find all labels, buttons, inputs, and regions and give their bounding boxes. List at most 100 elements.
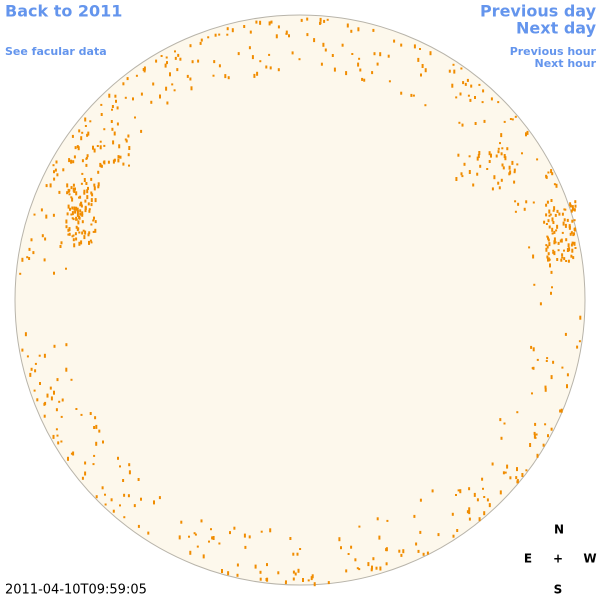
facula (70, 160, 73, 164)
facula (224, 74, 227, 79)
facula (56, 378, 59, 382)
facula (478, 83, 481, 86)
facula (55, 160, 58, 164)
facula (111, 127, 114, 131)
facula (197, 59, 200, 63)
facula (551, 172, 554, 176)
facula (174, 56, 177, 60)
facula (28, 257, 31, 260)
facula (458, 121, 461, 124)
facula (457, 489, 460, 492)
facula (543, 220, 546, 224)
facula (133, 504, 136, 508)
facula (79, 195, 82, 199)
facula (483, 511, 486, 516)
facula (292, 577, 295, 581)
facula (275, 34, 278, 39)
facula (346, 23, 349, 28)
facula (107, 160, 110, 164)
next-hour-link[interactable]: Next hour (535, 57, 597, 70)
facula (76, 212, 79, 217)
facula (565, 260, 568, 262)
facula (506, 464, 509, 469)
facula (61, 398, 64, 402)
facula (89, 120, 92, 123)
facula (277, 571, 280, 575)
facula (53, 170, 55, 174)
facula (70, 452, 73, 455)
facula (108, 93, 111, 98)
facula (548, 242, 551, 247)
facula (415, 542, 418, 546)
facula (128, 146, 131, 150)
facula (103, 160, 106, 165)
facula (101, 486, 104, 490)
facula (550, 291, 552, 295)
compass-north: N (554, 523, 564, 537)
facula (76, 229, 79, 232)
facula (52, 213, 55, 217)
facula (49, 183, 52, 188)
facula (78, 196, 80, 199)
facula (372, 557, 375, 561)
facula (165, 86, 168, 91)
previous-hour-link[interactable]: Previous hour (510, 45, 597, 58)
facula (97, 185, 100, 189)
facula (412, 94, 415, 97)
facula (189, 77, 192, 81)
facula (367, 562, 370, 567)
facula (363, 78, 366, 82)
facula (515, 476, 518, 480)
facular-link[interactable]: See facular data (5, 45, 107, 58)
facula (307, 579, 310, 582)
facula (553, 240, 556, 245)
facula (525, 469, 528, 472)
facula (143, 66, 146, 71)
facula (516, 467, 518, 472)
facula (93, 183, 96, 187)
facula (117, 155, 120, 159)
previous-day-link[interactable]: Previous day (480, 2, 597, 21)
facula (567, 243, 570, 248)
facula (563, 218, 566, 222)
facula (502, 166, 505, 170)
facula (277, 25, 280, 29)
facula (513, 171, 516, 174)
facula (372, 28, 375, 32)
facula (385, 562, 388, 566)
facula (72, 238, 75, 242)
facula (89, 239, 92, 242)
facula (410, 93, 413, 97)
compass-south: S (554, 583, 563, 597)
facula (550, 427, 553, 431)
facula (516, 163, 519, 166)
facula (231, 28, 234, 33)
facula (76, 210, 79, 214)
facula (21, 348, 24, 352)
facula (82, 229, 85, 232)
facula (78, 241, 81, 246)
facula (497, 147, 500, 150)
facula (221, 569, 223, 573)
facula (571, 205, 574, 208)
facula (248, 535, 251, 539)
facula (36, 398, 39, 402)
next-day-link[interactable]: Next day (516, 19, 597, 38)
facula (514, 115, 517, 118)
facula (55, 408, 58, 412)
facula (323, 19, 326, 23)
facula (79, 203, 82, 207)
facula (413, 514, 416, 518)
facula (210, 528, 212, 531)
facula (551, 232, 554, 235)
back-link[interactable]: Back to 2011 (5, 2, 122, 21)
facula (467, 94, 470, 97)
facula (212, 74, 215, 77)
facula (80, 413, 83, 416)
facula (45, 214, 48, 219)
facula (147, 531, 150, 535)
facula (544, 387, 547, 392)
facula (561, 253, 564, 257)
facula (86, 195, 89, 200)
facula (244, 545, 247, 549)
